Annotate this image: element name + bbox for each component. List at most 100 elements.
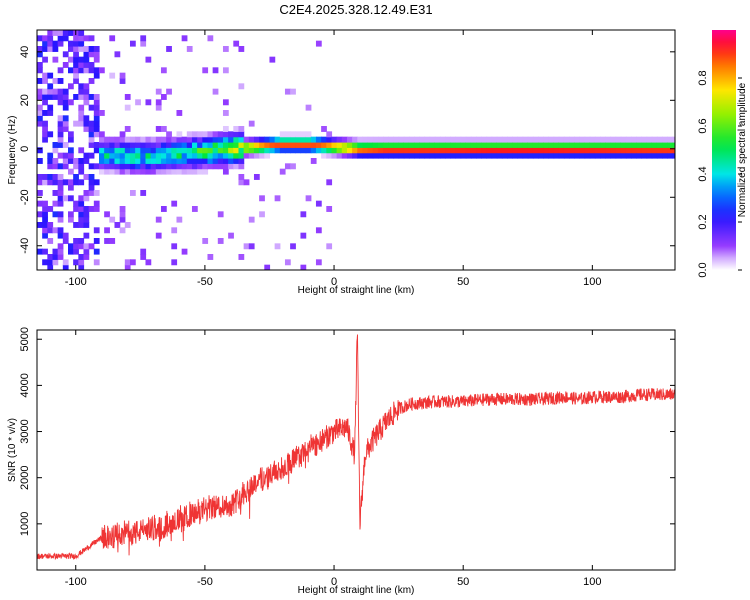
heatmap-cell <box>217 163 224 170</box>
heatmap-cell <box>460 152 467 159</box>
heatmap-cell <box>605 147 612 154</box>
heatmap-cell <box>233 131 240 138</box>
heatmap-cell <box>140 248 147 255</box>
heatmap-cell <box>37 110 43 116</box>
heatmap-cell <box>543 136 550 143</box>
heatmap-cell <box>481 147 488 154</box>
heatmap-cell <box>42 200 48 207</box>
x-tick-label: 100 <box>583 276 601 288</box>
heatmap-cell <box>434 152 441 159</box>
heatmap-cell <box>238 254 245 260</box>
heatmap-cell <box>553 142 560 148</box>
heatmap-cell <box>114 222 121 228</box>
heatmap-cell <box>207 254 214 260</box>
heatmap-cell <box>78 238 85 244</box>
x-tick-label: 100 <box>583 576 601 588</box>
heatmap-cell <box>83 88 90 95</box>
heatmap-cell <box>62 104 69 111</box>
heatmap-cell <box>662 147 668 154</box>
heatmap-cell <box>68 184 74 191</box>
x-tick-label: -100 <box>65 276 87 288</box>
heatmap-cell <box>78 40 85 47</box>
heatmap-cell <box>295 131 302 138</box>
heatmap-cell <box>527 147 534 154</box>
heatmap-cell <box>73 200 79 207</box>
heatmap-cell <box>574 152 581 159</box>
heatmap-cell <box>641 136 648 143</box>
heatmap-cell <box>93 110 100 116</box>
heatmap-cell <box>88 126 95 132</box>
heatmap-cell <box>52 179 59 186</box>
heatmap-cell <box>145 168 152 175</box>
heatmap-cell <box>641 142 648 148</box>
heatmap-cell <box>109 136 116 143</box>
heatmap-cell <box>57 232 64 239</box>
heatmap-cell <box>300 211 307 218</box>
heatmap-cell <box>202 142 209 148</box>
heatmap-cell <box>78 83 85 90</box>
heatmap-cell <box>212 163 219 170</box>
heatmap-cell <box>104 152 110 159</box>
heatmap-cell <box>62 264 69 270</box>
heatmap-cell <box>233 163 240 170</box>
heatmap-cell <box>284 136 291 143</box>
heatmap-cell <box>315 227 322 234</box>
heatmap-cell <box>352 147 358 154</box>
heatmap-cell <box>62 94 69 100</box>
heatmap-cell <box>88 51 95 58</box>
heatmap-cell <box>52 211 59 218</box>
colorbar-tick-label: 0.0 <box>697 262 709 277</box>
heatmap-cell <box>37 67 43 74</box>
heatmap-cell <box>589 142 596 148</box>
heatmap-cell <box>383 136 389 143</box>
heatmap-cell <box>109 238 116 244</box>
heatmap-cell <box>667 142 674 148</box>
heatmap-cell <box>558 142 565 148</box>
heatmap-cell <box>68 195 74 202</box>
heatmap-cell <box>274 147 281 154</box>
heatmap-cell <box>124 94 131 100</box>
heatmap-cell <box>264 142 271 148</box>
heatmap-cell <box>321 147 327 154</box>
heatmap-cell <box>455 142 462 148</box>
heatmap-cell <box>171 243 178 250</box>
heatmap-cell <box>476 136 482 143</box>
heatmap-cell <box>119 168 126 175</box>
heatmap-cell <box>646 142 653 148</box>
heatmap-cell <box>155 232 162 239</box>
heatmap-cell <box>553 147 560 154</box>
heatmap-cell <box>589 152 596 159</box>
heatmap-cell <box>83 120 90 127</box>
heatmap-cell <box>538 142 544 148</box>
heatmap-cell <box>579 147 586 154</box>
heatmap-cell <box>93 200 100 207</box>
heatmap-cell <box>114 142 121 148</box>
heatmap-cell <box>62 62 69 68</box>
heatmap-cell <box>62 142 69 148</box>
heatmap-cell <box>259 142 265 148</box>
heatmap-cell <box>207 152 214 159</box>
heatmap-cell <box>331 147 338 154</box>
heatmap-cell <box>429 147 436 154</box>
heatmap-cell <box>228 152 234 159</box>
heatmap-cell <box>631 147 637 154</box>
heatmap-cell <box>93 94 100 100</box>
heatmap-cell <box>610 152 617 159</box>
heatmap-cell <box>57 152 64 159</box>
heatmap-cell <box>47 46 54 52</box>
heatmap-cell <box>83 211 90 218</box>
heatmap-cell <box>393 136 400 143</box>
heatmap-cell <box>155 168 162 175</box>
heatmap-cell <box>57 254 64 260</box>
heatmap-cell <box>93 115 100 122</box>
heatmap-cell <box>62 259 69 266</box>
heatmap-cell <box>181 136 188 143</box>
heatmap-cell <box>579 142 586 148</box>
heatmap-cell <box>238 142 245 148</box>
heatmap-cell <box>37 46 43 52</box>
heatmap-cell <box>476 142 482 148</box>
heatmap-cell <box>129 259 136 266</box>
heatmap-cell <box>78 200 85 207</box>
heatmap-cell <box>259 195 265 202</box>
heatmap-cell <box>470 142 477 148</box>
